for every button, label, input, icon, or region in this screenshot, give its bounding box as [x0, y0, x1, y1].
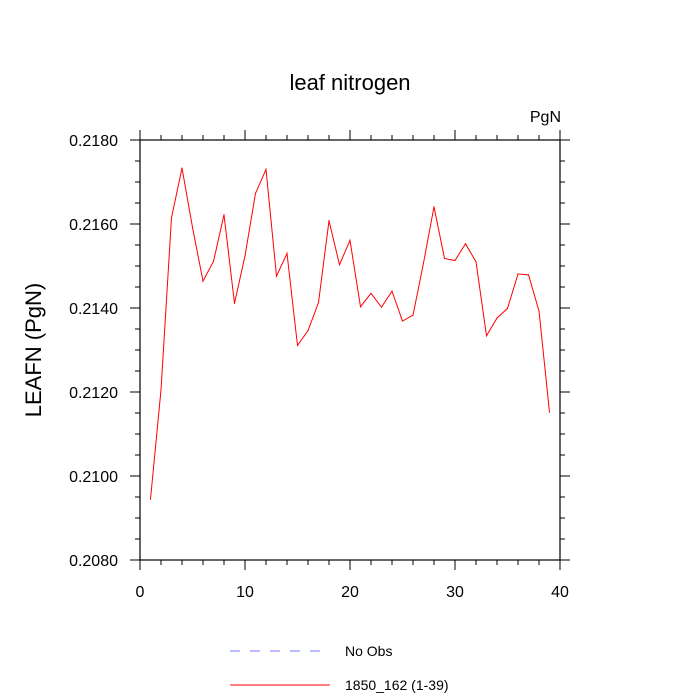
- data-point: [160, 389, 162, 391]
- series-line-1850_162: [150, 167, 550, 500]
- x-tick-label: 10: [236, 584, 254, 601]
- data-point: [233, 302, 236, 304]
- data-point: [506, 307, 509, 310]
- units-label: PgN: [530, 109, 561, 126]
- data-point: [401, 320, 404, 322]
- y-tick-label: 0.2160: [69, 217, 118, 234]
- data-point: [296, 344, 299, 346]
- data-point: [485, 335, 488, 337]
- axis-tick-labels: 0 10 20 30 40 0.2080 0.2100 0.2120 0.2140 0.2160 0…: [69, 133, 569, 601]
- data-point: [380, 306, 383, 308]
- data-point: [181, 167, 183, 169]
- data-point: [370, 292, 372, 294]
- data-point: [475, 261, 477, 263]
- data-point: [338, 264, 341, 266]
- legend-label-no-obs: No Obs: [345, 643, 392, 659]
- data-point: [286, 252, 288, 254]
- data-point: [464, 243, 467, 245]
- data-point: [254, 192, 257, 194]
- data-point: [454, 259, 456, 262]
- data-point: [517, 273, 519, 275]
- data-point: [496, 317, 498, 319]
- data-point: [433, 206, 435, 208]
- data-point: [412, 314, 414, 316]
- y-tick-label: 0.2180: [69, 133, 118, 150]
- legend: No Obs 1850_162 (1-39): [230, 643, 449, 693]
- x-tick-label: 40: [551, 584, 569, 601]
- data-point: [548, 411, 551, 413]
- y-tick-label: 0.2120: [69, 385, 118, 402]
- data-point: [359, 306, 362, 308]
- data-point: [212, 260, 215, 262]
- series-points: [149, 167, 551, 500]
- chart-title: leaf nitrogen: [289, 70, 410, 95]
- y-tick-label: 0.2100: [69, 469, 118, 486]
- data-point: [443, 257, 446, 260]
- y-tick-label: 0.2140: [69, 301, 118, 318]
- data-point: [349, 239, 351, 241]
- y-axis-label: LEAFN (PgN): [21, 283, 46, 417]
- data-point: [317, 301, 320, 304]
- data-point: [538, 310, 540, 312]
- data-point: [422, 262, 425, 264]
- axis-ticks: [130, 130, 570, 570]
- data-point: [223, 214, 225, 216]
- data-point: [202, 280, 204, 282]
- data-point: [265, 168, 267, 170]
- data-point: [275, 275, 278, 277]
- x-tick-label: 20: [341, 584, 359, 601]
- x-tick-label: 30: [446, 584, 464, 601]
- data-point: [170, 217, 173, 219]
- x-tick-label: 0: [136, 584, 145, 601]
- data-point: [527, 274, 530, 276]
- legend-label-1850_162: 1850_162 (1-39): [345, 677, 449, 693]
- y-tick-label: 0.2080: [69, 553, 118, 570]
- data-point: [244, 255, 246, 257]
- data-point: [191, 226, 194, 228]
- plot-frame: [139, 139, 561, 561]
- data-point: [307, 330, 309, 332]
- data-point: [391, 290, 393, 292]
- data-point: [328, 220, 330, 222]
- data-point: [149, 498, 152, 500]
